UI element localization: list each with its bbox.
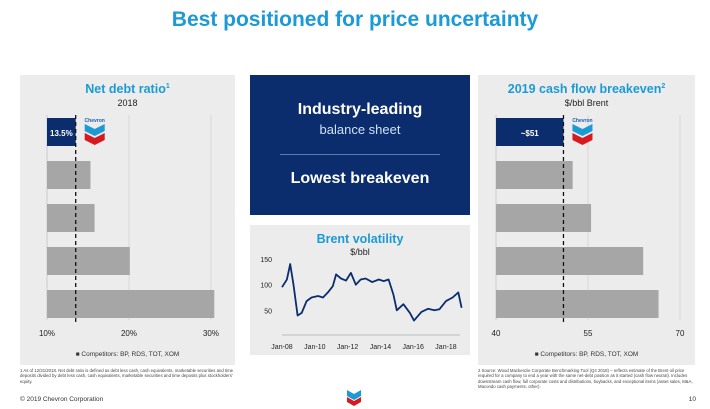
bar-cvx xyxy=(496,118,564,146)
breakeven-subtitle: $/bbl Brent xyxy=(564,98,609,108)
x-tick-label: 55 xyxy=(584,329,593,338)
x-tick-label: Jan-10 xyxy=(304,344,326,351)
net-debt-chart: 10% 20% 30% 13.5% Chevron xyxy=(39,115,219,338)
chevron-logo-icon xyxy=(347,390,361,406)
brent-chart: 50 100 150 Jan-08 Jan-10 Jan-12 Jan-14 Jan-16 Ja… xyxy=(260,257,463,351)
page-number: 10 xyxy=(688,396,696,403)
bar-xom xyxy=(47,161,91,189)
net-debt-subtitle: 2018 xyxy=(117,98,138,108)
y-tick-label: 100 xyxy=(260,283,272,290)
y-tick-label: 150 xyxy=(260,257,272,264)
x-tick-label: 10% xyxy=(39,329,55,338)
hero-line2: balance sheet xyxy=(319,122,401,137)
bar-tot xyxy=(496,161,573,189)
bar-bp xyxy=(47,290,215,318)
breakeven-chart: 40 55 70 ~$51 Chevron xyxy=(492,115,685,338)
footnote-right: 2 Source: Wood Mackenzie Corporate Bench… xyxy=(478,368,693,389)
hero-line3: Lowest breakeven xyxy=(290,170,430,187)
y-tick-label: 50 xyxy=(264,308,272,315)
bar-cvx xyxy=(47,118,76,146)
breakeven-panel: 2019 cash flow breakeven2 $/bbl Brent 40… xyxy=(478,75,695,365)
logo-text: Chevron xyxy=(572,118,592,124)
logo-text: Chevron xyxy=(85,118,105,124)
bar-tot xyxy=(47,204,95,232)
hero-divider xyxy=(280,154,440,155)
net-debt-legend: ■ Competitors: BP, RDS, TOT, XOM xyxy=(75,351,180,358)
hero-line1: Industry-leading xyxy=(297,101,423,118)
slide-title: Best positioned for price uncertainty xyxy=(171,8,539,31)
net-debt-panel: Net debt ratio1 2018 10% 20% 30% 13.5% Chevr… xyxy=(20,75,235,365)
x-tick-label: 20% xyxy=(121,329,137,338)
net-debt-title: Net debt ratio1 xyxy=(85,82,170,96)
x-tick-label: 70 xyxy=(676,329,685,338)
x-tick-label: 30% xyxy=(203,329,219,338)
bar-xom xyxy=(496,290,659,318)
cvx-value-label: 13.5% xyxy=(50,129,73,138)
x-tick-label: Jan-08 xyxy=(271,344,293,351)
x-tick-label: Jan-16 xyxy=(402,344,424,351)
breakeven-title: 2019 cash flow breakeven2 xyxy=(507,82,666,96)
chevron-logo-icon: Chevron xyxy=(572,118,593,145)
x-tick-label: Jan-18 xyxy=(435,344,457,351)
x-tick-label: Jan-12 xyxy=(337,344,359,351)
brent-price-line xyxy=(281,263,463,322)
x-tick-label: 40 xyxy=(492,329,501,338)
footnote-left: 1 As of 12/31/2018. Net debt ratio is de… xyxy=(20,368,234,384)
bar-rds xyxy=(47,247,130,275)
bar-bp xyxy=(496,204,592,232)
logo-blue xyxy=(572,124,593,136)
breakeven-legend: ■ Competitors: BP, RDS, TOT, XOM xyxy=(534,351,639,358)
bar-rds xyxy=(496,247,644,275)
brent-subtitle: $/bbl xyxy=(350,247,370,257)
brent-title: Brent volatility xyxy=(316,232,404,246)
hero-box: Industry-leading balance sheet Lowest br… xyxy=(250,75,470,215)
chevron-logo-icon: Chevron xyxy=(85,118,105,145)
cvx-value-label: ~$51 xyxy=(521,129,540,138)
logo-red xyxy=(572,133,593,145)
logo-red xyxy=(84,133,105,145)
copyright: © 2019 Chevron Corporation xyxy=(20,396,104,403)
x-tick-label: Jan-14 xyxy=(370,344,392,351)
logo-blue xyxy=(84,124,105,136)
brent-panel: Brent volatility $/bbl 50 100 150 Jan-08 Jan… xyxy=(250,225,470,355)
